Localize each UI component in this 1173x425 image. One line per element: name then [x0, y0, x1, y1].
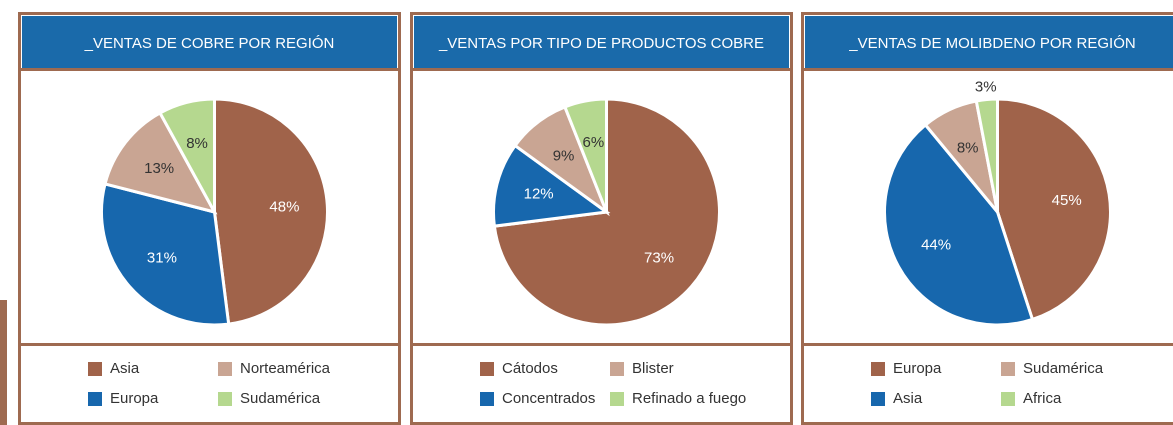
slice-label: 6% [583, 134, 605, 151]
legend-swatch [480, 362, 494, 376]
side-bar [0, 300, 7, 425]
panel-title: _VENTAS DE MOLIBDENO POR REGIÓN [848, 35, 1135, 52]
legend-label: Concentrados [502, 390, 595, 407]
slice-label: 48% [269, 199, 299, 216]
slice-label: 44% [921, 237, 951, 254]
legend-label: Asia [893, 390, 923, 407]
legend-swatch [1001, 392, 1015, 406]
pie-slice [100, 182, 231, 327]
pie-slice [562, 97, 608, 213]
legend-swatch [218, 392, 232, 406]
legend-label: Refinado a fuego [632, 390, 746, 407]
pie-slice [883, 122, 1035, 327]
slice-label: 13% [144, 160, 174, 177]
legend-label: Africa [1023, 390, 1062, 407]
legend-swatch [610, 362, 624, 376]
legend-swatch [1001, 362, 1015, 376]
legend-label: Cátodos [502, 360, 558, 377]
slice-label: 3% [975, 79, 997, 96]
panel-header [805, 16, 1173, 68]
legend-swatch [480, 392, 494, 406]
legend-label: Blister [632, 360, 674, 377]
legend-swatch [88, 362, 102, 376]
pie-slice [492, 143, 611, 228]
slice-label: 31% [147, 249, 177, 266]
panel-title: _VENTAS POR TIPO DE PRODUCTOS COBRE [438, 35, 764, 52]
pie-slice [974, 97, 999, 213]
legend-swatch [88, 392, 102, 406]
slice-label: 12% [524, 186, 554, 203]
legend-swatch [871, 392, 885, 406]
legend-label: Europa [893, 360, 942, 377]
legend-swatch [871, 362, 885, 376]
legend-label: Norteamérica [240, 360, 331, 377]
panel-header [414, 16, 789, 68]
slice-label: 8% [186, 135, 208, 152]
pie-slice [103, 110, 218, 215]
legend-label: Sudamérica [1023, 360, 1104, 377]
legend-label: Asia [110, 360, 140, 377]
slice-label: 8% [957, 140, 979, 157]
pie-slice [996, 97, 1112, 322]
slice-label: 45% [1052, 192, 1082, 209]
legend-label: Sudamérica [240, 390, 321, 407]
legend-swatch [610, 392, 624, 406]
legend-swatch [218, 362, 232, 376]
slice-label: 9% [553, 148, 575, 165]
legend-label: Europa [110, 390, 159, 407]
panel-header [22, 16, 397, 68]
pie-slice [213, 97, 329, 326]
pie-slice [158, 97, 216, 213]
panel-title: _VENTAS DE COBRE POR REGIÓN [84, 35, 335, 52]
slice-label: 73% [644, 249, 674, 266]
